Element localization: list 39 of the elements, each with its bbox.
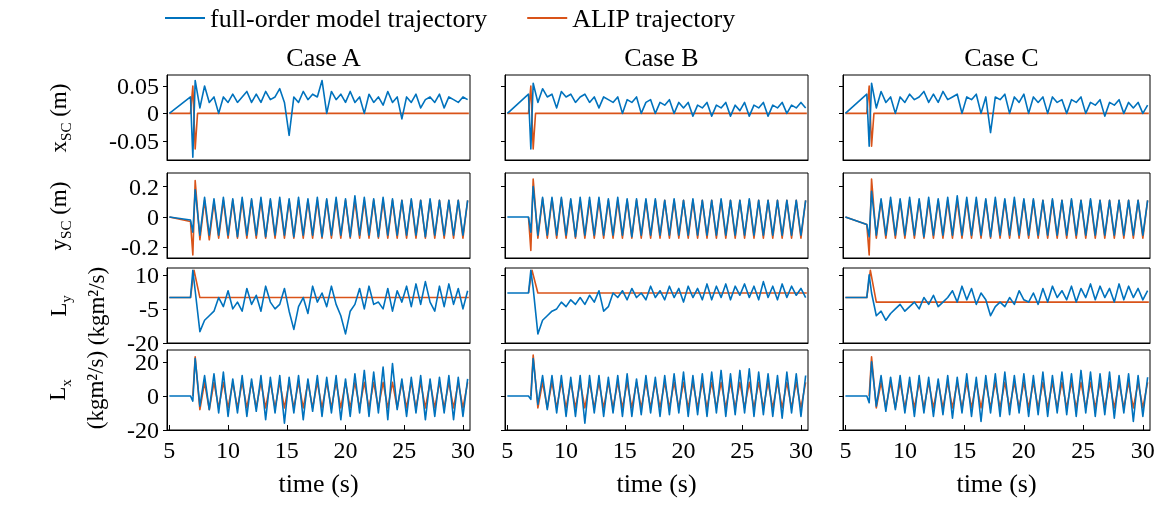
line-series [168,269,469,335]
line-series [168,188,469,238]
x-tick-label: 30 [788,437,813,463]
x-tick-label: 10 [554,437,579,463]
y-tick-label: 0 [147,382,159,409]
x-tick-label: 10 [216,437,241,463]
x-tick-label: 15 [612,437,637,463]
y-tick-label: -20 [127,417,159,443]
x-tick-label: 15 [952,437,977,463]
y-tick-label: 0 [147,204,159,231]
chart-title: Case B [624,42,699,72]
x-tick-label: 25 [1071,437,1096,463]
x-axis-title: time (s) [278,468,359,498]
y-tick-label: 0.2 [129,173,159,200]
y-tick-label: -0.05 [109,127,159,154]
legend-label: ALIP trajectory [572,3,736,33]
y-tick-label: 10 [135,261,159,288]
x-axis-title: time (s) [956,468,1037,498]
x-tick-label: 20 [671,437,696,463]
y-tick-label: 0 [147,100,159,127]
x-tick-label: 20 [1011,437,1036,463]
chart-title: Case A [286,42,361,72]
x-tick-label: 25 [392,437,417,463]
x-tick-label: 20 [333,437,358,463]
chart-title: Case C [964,42,1039,72]
x-tick-label: 5 [501,437,514,463]
legend-label: full-order model trajectory [210,3,488,33]
y-tick-label: -5 [139,295,159,322]
x-tick-label: 25 [730,437,755,463]
x-tick-label: 15 [274,437,299,463]
x-tick-label: 10 [892,437,917,463]
x-tick-label: 30 [1130,437,1155,463]
x-tick-label: 30 [450,437,475,463]
x-tick-label: 5 [839,437,852,463]
x-tick-label: 5 [163,437,176,463]
y-tick-label: 0.05 [117,72,159,99]
y-tick-label: -0.2 [121,234,159,261]
x-axis-title: time (s) [616,468,697,498]
line-series [168,357,469,424]
